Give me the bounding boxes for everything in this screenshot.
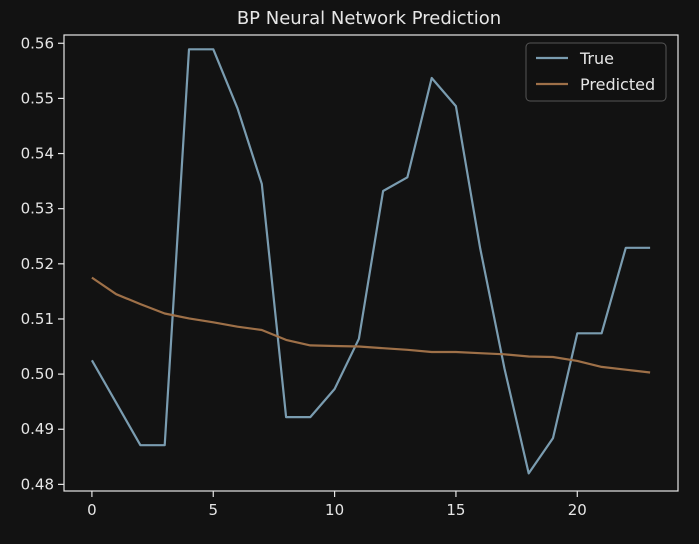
y-tick-label: 0.48	[21, 475, 54, 493]
x-tick-label: 15	[446, 501, 465, 519]
y-tick-label: 0.56	[21, 34, 54, 52]
y-tick-label: 0.55	[21, 89, 54, 107]
legend: True Predicted	[525, 42, 667, 102]
y-tick-label: 0.54	[21, 145, 54, 163]
x-tick-label: 20	[568, 501, 587, 519]
y-tick-label: 0.53	[21, 200, 54, 218]
chart-title: BP Neural Network Prediction	[237, 8, 501, 29]
y-tick-label: 0.50	[21, 365, 54, 383]
plot-area	[63, 34, 679, 492]
y-tick-label: 0.49	[21, 420, 54, 438]
y-tick-label: 0.52	[21, 255, 54, 273]
series-line-predicted	[91, 276, 651, 374]
legend-label-predicted: Predicted	[580, 75, 655, 94]
x-tick-label: 5	[208, 501, 218, 519]
series-line-true	[90, 48, 651, 475]
x-tick-label: 0	[87, 501, 97, 519]
x-tick-label: 10	[325, 501, 344, 519]
legend-label-true: True	[579, 49, 614, 68]
x-axis: 0 5 10 15 20	[87, 491, 587, 519]
y-tick-label: 0.51	[21, 310, 54, 328]
y-axis: 0.48 0.49 0.50 0.51 0.52 0.53 0.54 0.55 0.56	[21, 34, 64, 493]
plot-frame	[63, 34, 679, 492]
series-layer	[90, 48, 651, 475]
